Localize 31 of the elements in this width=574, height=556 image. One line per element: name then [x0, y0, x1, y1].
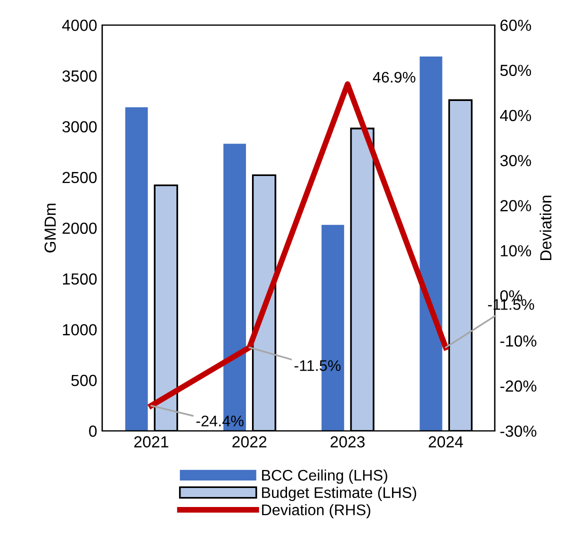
y-tick-label: 4000: [62, 20, 97, 31]
y-tick-label: 3500: [62, 70, 97, 82]
bar: [125, 107, 148, 431]
x-tick-label: 2021: [134, 436, 168, 448]
y2-tick-label: 20%: [500, 200, 532, 212]
bar: [420, 56, 442, 431]
y2-tick-label: 0%: [500, 290, 522, 302]
y-tick-label: 2500: [62, 172, 97, 184]
y2-tick-label: -10%: [500, 335, 536, 347]
y-tick-label: 1500: [63, 273, 97, 285]
y2-tick-label: -30%: [500, 426, 536, 437]
y-tick-label: 0: [89, 426, 97, 437]
legend-label: Deviation (RHS): [262, 504, 370, 518]
y-tick-label: 2000: [62, 222, 97, 234]
y-tick-label: 1000: [63, 324, 97, 336]
x-tick-label: 2022: [232, 436, 266, 448]
y2-tick-label: -20%: [500, 380, 536, 392]
y2-axis-title: Deviation: [540, 196, 552, 260]
y-tick-label: 3000: [62, 121, 97, 132]
y2-tick-label: 40%: [500, 110, 532, 122]
y-axis-title: GMDm: [44, 204, 56, 252]
y2-tick-label: 50%: [500, 64, 532, 76]
y2-tick-label: 10%: [500, 245, 532, 256]
legend-label: Budget Estimate (LHS): [262, 486, 416, 502]
x-tick-label: 2024: [428, 436, 464, 448]
y-tick-label: 500: [71, 374, 97, 386]
x-tick-label: 2023: [330, 436, 365, 448]
data-label: 46.9%: [372, 72, 416, 83]
y2-tick-label: 60%: [500, 20, 532, 31]
y2-tick-label: 30%: [500, 154, 532, 166]
legend-label: BCC Ceiling (LHS): [262, 469, 388, 484]
